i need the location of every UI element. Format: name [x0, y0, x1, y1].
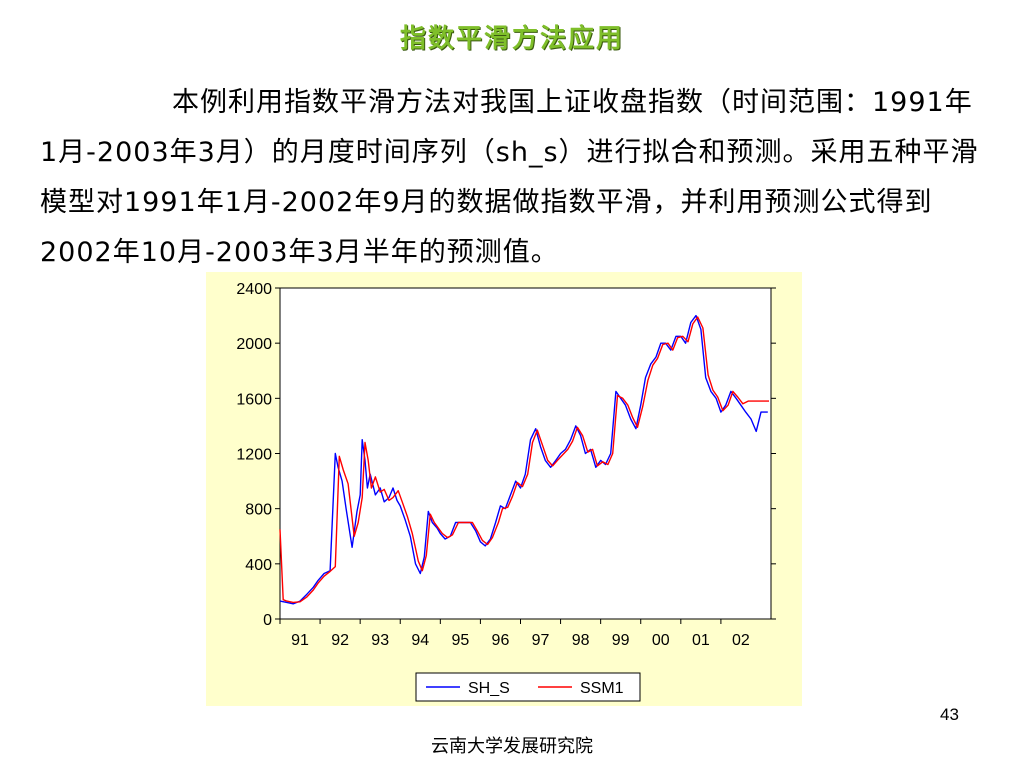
y-tick-label: 1200 — [236, 447, 272, 464]
paragraph-text: 本例利用指数平滑方法对我国上证收盘指数（时间范围：1991年1月-2003年3月… — [40, 87, 979, 268]
y-tick-label: 800 — [245, 502, 272, 519]
x-tick-label: 00 — [652, 632, 670, 649]
y-tick-label: 2400 — [236, 281, 272, 298]
x-tick-label: 02 — [732, 632, 750, 649]
chart-legend: SH_S SSM1 — [415, 672, 641, 702]
chart-axes: 0 400 800 1200 1600 2000 2400 91 92 93 94 95 96 97 98 9… — [236, 281, 776, 649]
series-line-ssm1 — [279, 316, 769, 604]
chart-series — [279, 314, 769, 605]
page-number: 43 — [940, 705, 959, 724]
y-tick-label: 1600 — [236, 391, 272, 408]
x-tick-label: 94 — [411, 632, 429, 649]
x-tick-label: 01 — [692, 632, 710, 649]
legend-label-sh-s: SH_S — [468, 680, 510, 697]
chart-panel: 0 400 800 1200 1600 2000 2400 91 92 93 94 95 96 97 98 9… — [206, 272, 802, 706]
x-tick-label: 97 — [532, 632, 550, 649]
x-tick-label: 98 — [572, 632, 590, 649]
y-tick-label: 2000 — [236, 336, 272, 353]
x-tick-label: 95 — [451, 632, 469, 649]
slide-body-paragraph: 本例利用指数平滑方法对我国上证收盘指数（时间范围：1991年1月-2003年3月… — [40, 78, 988, 278]
x-tick-label: 93 — [371, 632, 389, 649]
x-tick-label: 99 — [612, 632, 630, 649]
legend-label-ssm1: SSM1 — [580, 680, 624, 697]
x-tick-label: 91 — [291, 632, 309, 649]
x-tick-label: 96 — [492, 632, 510, 649]
x-tick-label: 92 — [331, 632, 349, 649]
slide-title: 指数平滑方法应用 — [399, 24, 624, 54]
y-tick-label: 400 — [245, 557, 272, 574]
y-tick-label: 0 — [263, 612, 272, 629]
line-chart: 0 400 800 1200 1600 2000 2400 91 92 93 94 95 96 97 98 9… — [236, 281, 776, 702]
plot-area — [279, 287, 772, 620]
footer-institution: 云南大学发展研究院 — [431, 736, 593, 757]
